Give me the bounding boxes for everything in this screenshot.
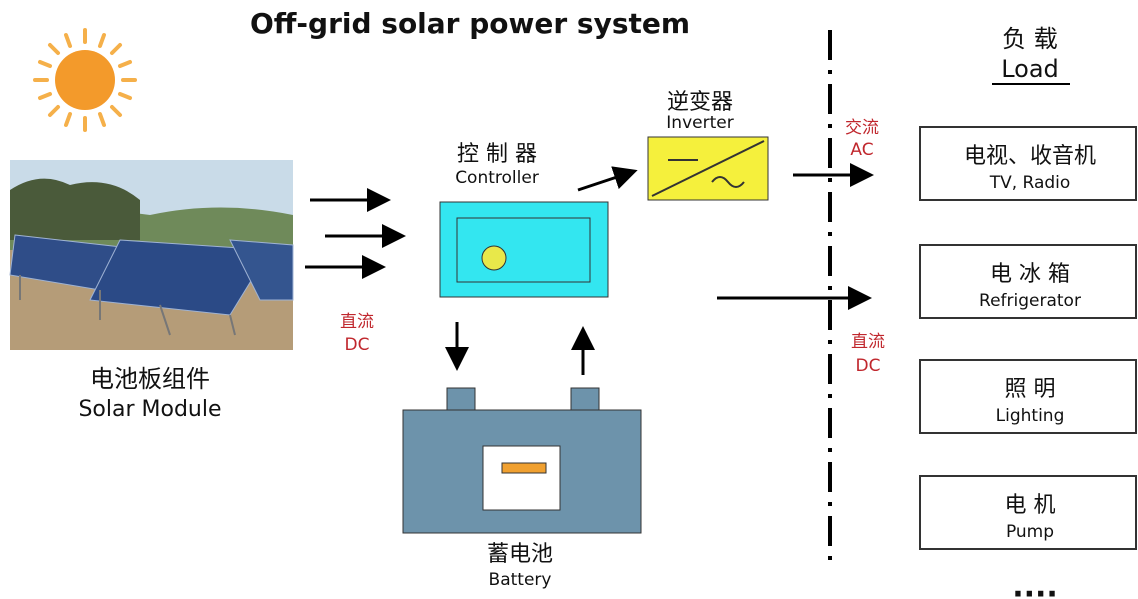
battery-zh: 蓄电池 [487,542,553,567]
load-list: 电视、收音机 TV, Radio 电 冰 箱 Refrigerator 照 明 Light… [920,127,1136,549]
load-en: TV, Radio [989,173,1071,193]
dc-out-en: DC [856,356,881,376]
load-zh: 电 冰 箱 [990,262,1070,287]
ac-zh: 交流 [845,118,879,138]
controller-light [482,246,506,270]
solar-photo [10,160,293,350]
dc-in-zh: 直流 [340,312,374,332]
arrow [578,172,632,190]
load-en: Refrigerator [979,291,1081,311]
inverter-zh: 逆变器 [667,90,733,115]
ac-en: AC [850,140,873,160]
controller-zh: 控 制 器 [457,142,537,167]
inverter-en: Inverter [666,113,733,133]
load-en: Lighting [996,406,1065,426]
battery-window [483,446,560,510]
dc-in-en: DC [345,335,370,355]
load-zh: 照 明 [1005,377,1056,402]
title: Off-grid solar power system [250,7,690,40]
dc-out-zh: 直流 [851,332,885,352]
load-zh: 电 机 [1005,493,1056,518]
battery-terminal [447,388,475,410]
more-loads: .... [1012,570,1058,599]
solar-label-en: Solar Module [78,397,221,422]
controller-box [440,202,608,297]
diagram: Off-grid solar power system 电池板组件 Solar … [0,0,1138,599]
solar-label-zh: 电池板组件 [90,365,210,393]
sun [35,30,135,130]
load-zh: 负 载 [1002,25,1058,53]
load-en: Pump [1006,522,1054,542]
load-zh: 电视、收音机 [964,144,1096,169]
battery-level [502,463,546,473]
controller-en: Controller [455,168,539,188]
load-en: Load [1001,55,1059,83]
battery-en: Battery [489,570,552,590]
battery-terminal [571,388,599,410]
